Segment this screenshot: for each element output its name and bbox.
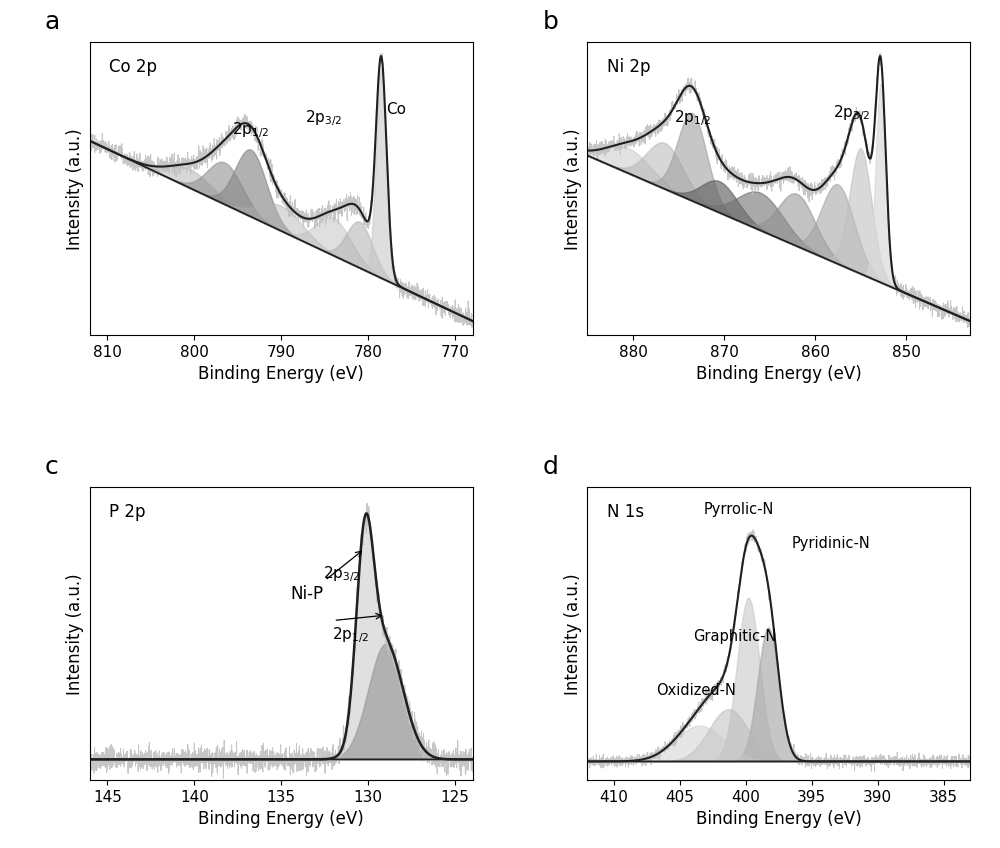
Text: 2p$_{1/2}$: 2p$_{1/2}$	[332, 625, 369, 644]
Text: Ni-P: Ni-P	[290, 585, 323, 603]
X-axis label: Binding Energy (eV): Binding Energy (eV)	[696, 365, 862, 383]
Text: 2p$_{1/2}$: 2p$_{1/2}$	[232, 120, 269, 140]
Y-axis label: Intensity (a.u.): Intensity (a.u.)	[66, 128, 84, 249]
Text: a: a	[45, 10, 60, 34]
Text: b: b	[542, 10, 558, 34]
Text: Co: Co	[386, 102, 406, 117]
Y-axis label: Intensity (a.u.): Intensity (a.u.)	[564, 128, 582, 249]
Text: 2p$_{3/2}$: 2p$_{3/2}$	[305, 109, 342, 128]
Text: N 1s: N 1s	[607, 503, 644, 521]
Text: Oxidized-N: Oxidized-N	[656, 683, 736, 698]
Text: Ni 2p: Ni 2p	[607, 58, 650, 75]
X-axis label: Binding Energy (eV): Binding Energy (eV)	[198, 365, 364, 383]
X-axis label: Binding Energy (eV): Binding Energy (eV)	[198, 811, 364, 828]
Text: Pyrrolic-N: Pyrrolic-N	[704, 502, 774, 517]
Text: Co 2p: Co 2p	[109, 58, 157, 75]
X-axis label: Binding Energy (eV): Binding Energy (eV)	[696, 811, 862, 828]
Text: Pyridinic-N: Pyridinic-N	[792, 537, 871, 551]
Text: Graphitic-N: Graphitic-N	[693, 629, 776, 644]
Text: 2p$_{1/2}$: 2p$_{1/2}$	[674, 109, 711, 128]
Text: c: c	[45, 455, 59, 479]
Y-axis label: Intensity (a.u.): Intensity (a.u.)	[564, 573, 582, 695]
Text: 2p$_{3/2}$: 2p$_{3/2}$	[833, 103, 870, 123]
Y-axis label: Intensity (a.u.): Intensity (a.u.)	[66, 573, 84, 695]
Text: P 2p: P 2p	[109, 503, 146, 521]
Text: 2p$_{3/2}$: 2p$_{3/2}$	[323, 564, 360, 583]
Text: d: d	[542, 455, 558, 479]
